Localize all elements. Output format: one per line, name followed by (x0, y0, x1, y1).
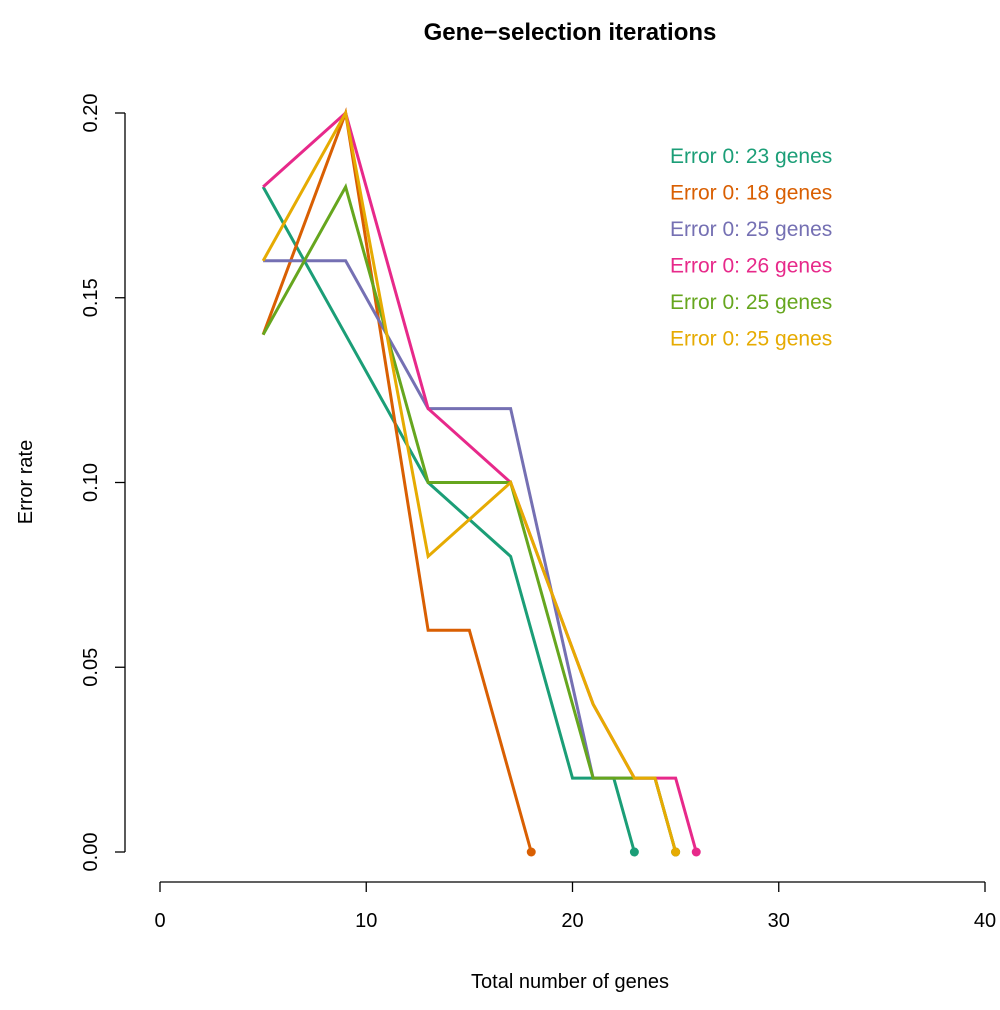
y-tick-label: 0.15 (80, 278, 102, 317)
y-tick-label: 0.20 (80, 94, 102, 133)
legend-entry-1: Error 0: 23 genes (670, 145, 832, 168)
series-line-6 (261, 108, 678, 853)
y-tick-label: 0.00 (80, 833, 102, 872)
legend-entry-5: Error 0: 25 genes (670, 291, 832, 314)
chart-title: Gene−selection iterations (424, 19, 717, 46)
legend: Error 0: 23 genes Error 0: 18 genes Error … (670, 145, 832, 351)
series-end-point-2 (526, 847, 536, 857)
x-tick-label: 30 (768, 910, 790, 932)
x-axis-label: Total number of genes (471, 971, 669, 993)
series-end-point-6 (671, 847, 681, 857)
y-tick-label: 0.05 (80, 648, 102, 687)
y-axis-label: Error rate (15, 440, 37, 524)
series-end-point-4 (691, 847, 701, 857)
series-line-2 (261, 107, 533, 853)
y-axis: 0.00 0.05 0.10 0.15 0.20 (80, 94, 126, 872)
legend-entry-3: Error 0: 25 genes (670, 218, 832, 241)
x-tick-label: 20 (561, 910, 583, 932)
x-tick-label: 40 (974, 910, 996, 932)
series-group (261, 107, 701, 857)
series-line-3 (263, 259, 678, 853)
legend-entry-4: Error 0: 26 genes (670, 255, 832, 278)
y-tick-label: 0.10 (80, 463, 102, 502)
x-tick-label: 0 (154, 910, 165, 932)
x-axis: 0 10 20 30 40 (154, 881, 996, 932)
series-end-point-1 (629, 847, 639, 857)
series-line-1 (261, 186, 636, 853)
legend-entry-6: Error 0: 25 genes (670, 328, 832, 351)
x-tick-label: 10 (355, 910, 377, 932)
legend-entry-2: Error 0: 18 genes (670, 182, 832, 205)
